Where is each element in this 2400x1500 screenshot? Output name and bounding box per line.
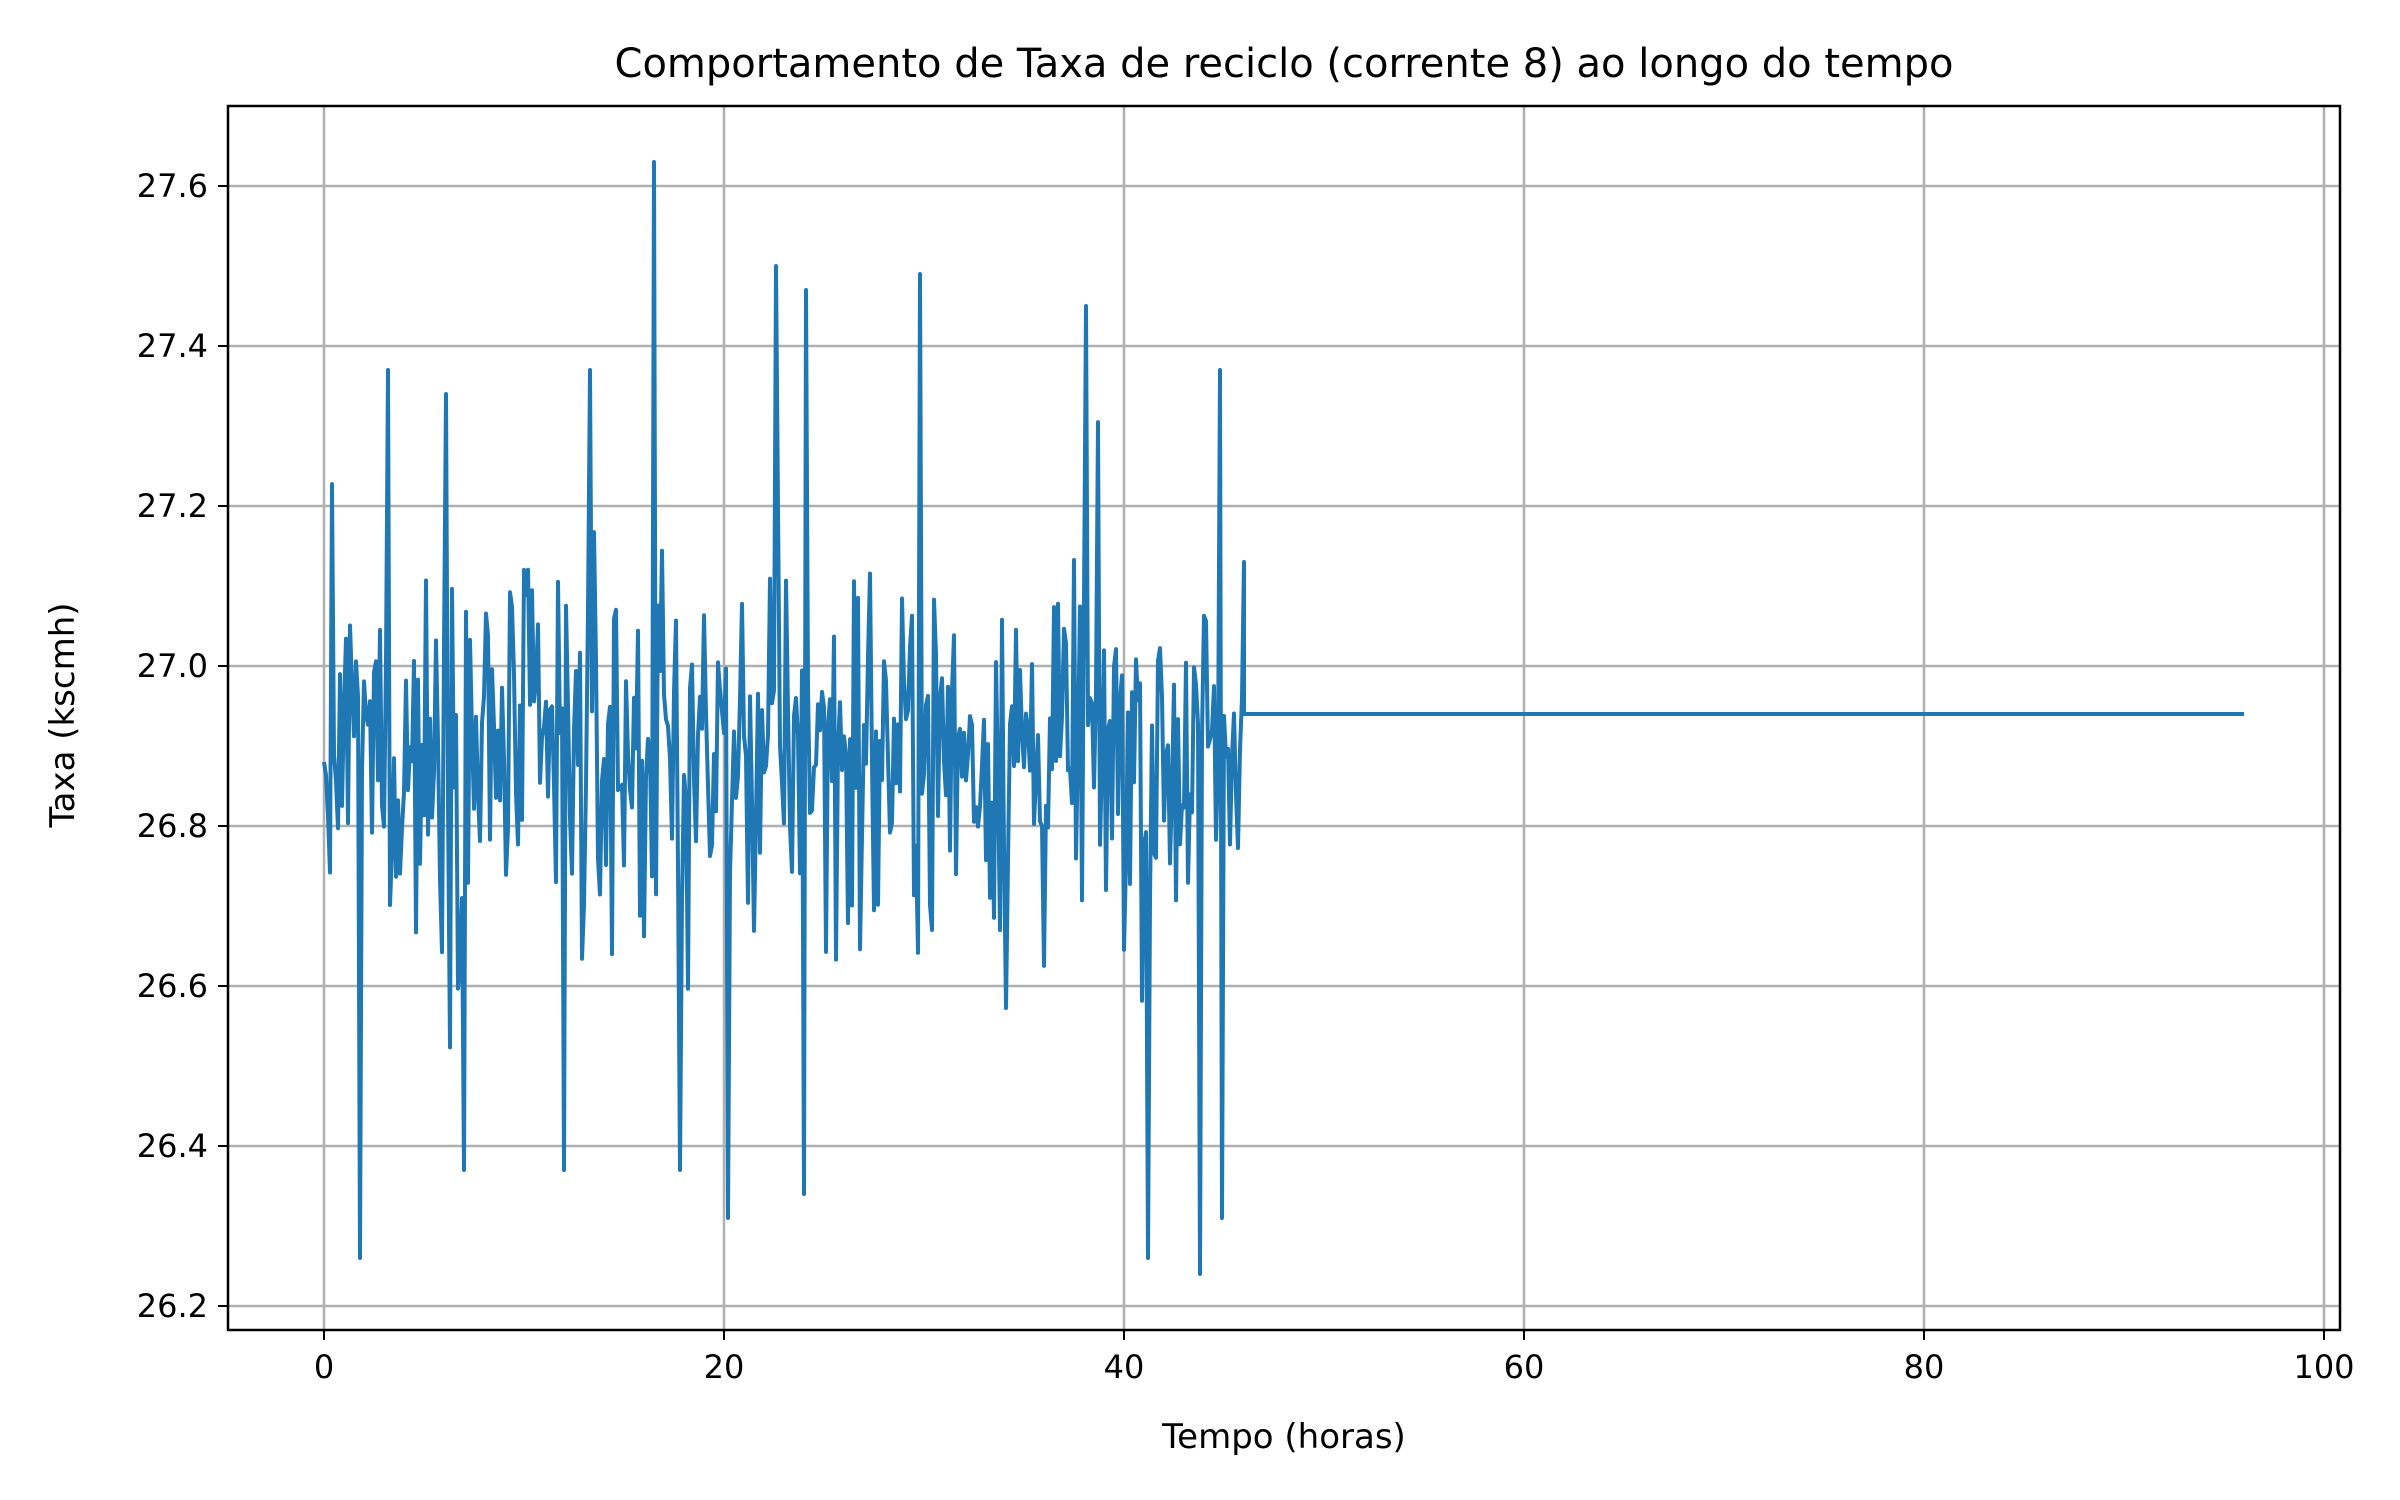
y-tick-label: 27.4	[137, 327, 208, 365]
y-tick-label: 26.4	[137, 1127, 208, 1165]
x-axis-label: Tempo (horas)	[1161, 1417, 1406, 1457]
series-layer	[322, 160, 2244, 1276]
x-axis-ticks: 0 20 40 60 80 100	[314, 1330, 2355, 1386]
chart-title: Comportamento de Taxa de reciclo (corren…	[615, 41, 1954, 87]
y-axis-label: Taxa (kscmh)	[43, 602, 83, 828]
x-tick-label: 0	[314, 1348, 334, 1386]
x-tick-label: 40	[1104, 1348, 1145, 1386]
y-tick-label: 26.8	[137, 807, 208, 845]
y-tick-label: 26.6	[137, 967, 208, 1005]
y-tick-label: 26.2	[137, 1287, 208, 1325]
series-line	[322, 160, 2244, 1276]
x-tick-label: 100	[2293, 1348, 2354, 1386]
y-tick-label: 27.6	[137, 167, 208, 205]
x-tick-label: 20	[704, 1348, 745, 1386]
y-tick-label: 27.0	[137, 647, 208, 685]
x-tick-label: 80	[1904, 1348, 1945, 1386]
y-axis-ticks: 26.2 26.4 26.6 26.8 27.0 27.2 27.4 27.6	[137, 167, 228, 1325]
y-tick-label: 27.2	[137, 487, 208, 525]
plot-frame	[226, 104, 2342, 1332]
x-tick-label: 60	[1504, 1348, 1545, 1386]
